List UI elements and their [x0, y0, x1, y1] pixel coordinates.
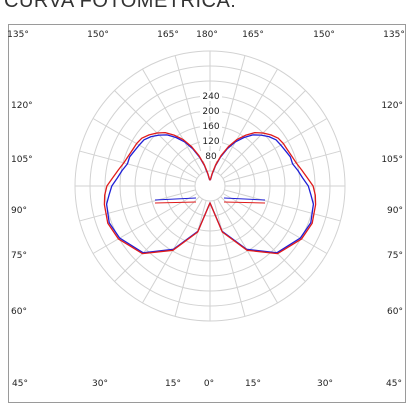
angle-label-top: 150° — [87, 30, 109, 40]
intensity-curve-2 — [103, 131, 317, 255]
angle-label-top: 150° — [313, 30, 335, 40]
grid-radial-line — [224, 150, 341, 183]
radial-tick-label-bg — [200, 106, 222, 116]
grid-radial-line — [92, 193, 198, 254]
angle-label-left: 90° — [11, 206, 27, 216]
grid-radial-line — [220, 196, 306, 282]
plot-border — [8, 24, 406, 403]
photometric-polar-chart: 240 200 160 120 80 135° 150° 165° 180° 165° 150° 13… — [7, 24, 406, 403]
radial-tick-label: 160 — [202, 122, 219, 132]
angle-label-bottom: 45° — [12, 379, 28, 389]
grid-radial-line — [79, 189, 196, 222]
radial-tick-label: 240 — [202, 92, 219, 102]
angle-label-top: 135° — [383, 30, 405, 40]
angle-label-bottom: 30° — [317, 379, 333, 389]
grid-radial-line — [217, 68, 278, 174]
radial-tick-label: 120 — [202, 137, 219, 147]
curve-spike — [223, 197, 266, 201]
angle-label-left: 105° — [11, 155, 33, 165]
angle-label-left: 75° — [11, 251, 27, 261]
curve-spike — [223, 201, 266, 204]
angle-label-left: 60° — [11, 307, 27, 317]
angle-label-bottom: 15° — [165, 379, 181, 389]
radial-tick-label-bg — [200, 91, 222, 101]
curve-spike — [154, 201, 197, 204]
grid-radial-line — [79, 150, 196, 183]
angle-label-left: 120° — [11, 101, 33, 111]
angle-label-right: 60° — [387, 307, 403, 317]
angle-label-bottom: 30° — [92, 379, 108, 389]
radial-tick-label: 200 — [202, 107, 219, 117]
angle-label-bottom: 45° — [386, 379, 402, 389]
angle-label-right: 120° — [381, 101, 403, 111]
angle-label-right: 75° — [387, 251, 403, 261]
grid-radial-line — [213, 200, 246, 317]
radial-tick-label-bg — [200, 151, 222, 161]
grid-radial-line — [142, 68, 203, 174]
angle-label-right: 105° — [381, 155, 403, 165]
page-title: CURVA FOTOMÉTRICA: — [4, 0, 237, 12]
angle-label-top: 180° — [196, 30, 218, 40]
angle-label-bottom: 15° — [245, 379, 261, 389]
grid-radial-line — [92, 118, 198, 179]
grid-radial-line — [174, 200, 207, 317]
grid-radial-line — [222, 193, 328, 254]
angle-label-right: 90° — [387, 206, 403, 216]
angle-label-bottom: 0° — [204, 379, 214, 389]
radial-tick-label: 80 — [205, 152, 217, 162]
angle-label-top: 165° — [242, 30, 264, 40]
grid-radial-line — [222, 118, 328, 179]
chart-svg: 240 200 160 120 80 135° 150° 165° 180° 165° 150° 13… — [7, 24, 406, 403]
grid-radial-line — [224, 189, 341, 222]
curve-spike — [154, 197, 197, 201]
radial-tick-label-bg — [200, 136, 222, 146]
angle-label-top: 135° — [8, 30, 29, 40]
angle-label-top: 165° — [157, 30, 179, 40]
grid-radial-line — [114, 196, 200, 282]
radial-tick-label-bg — [200, 121, 222, 131]
